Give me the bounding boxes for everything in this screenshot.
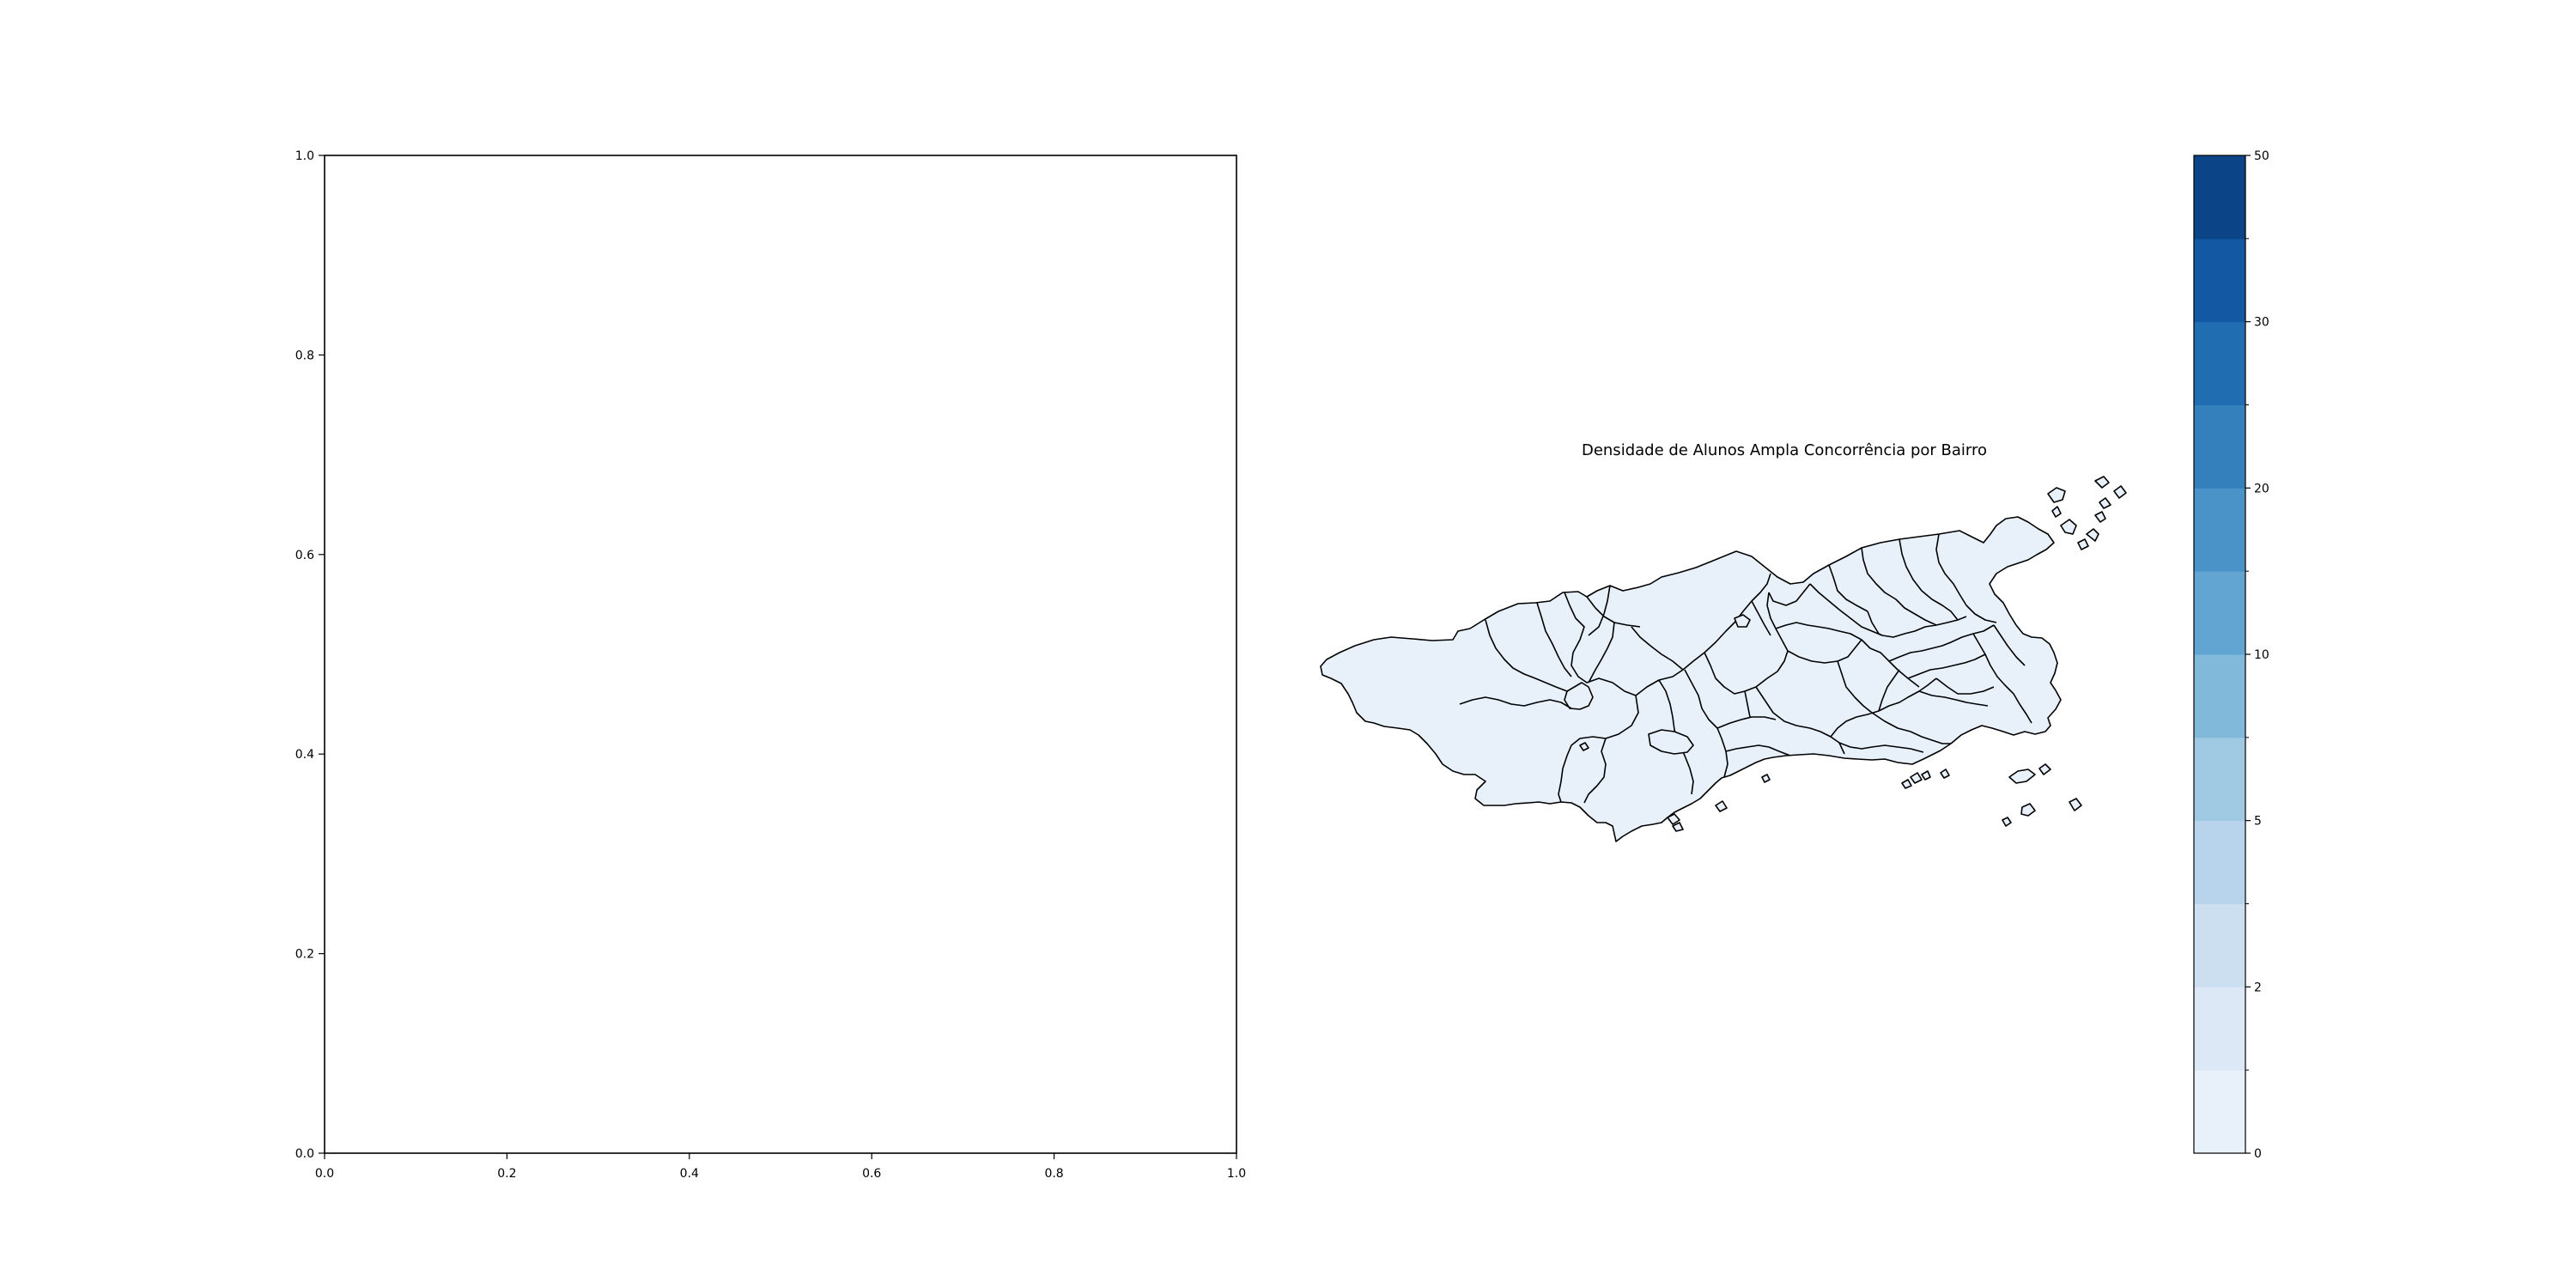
- colorbar-cell: [2194, 488, 2245, 572]
- colorbar: 0 2 5 10 20 30 50: [2193, 149, 2269, 1161]
- colorbar-cell: [2194, 654, 2245, 738]
- x-axis-ticks: 0.0 0.2 0.4 0.6 0.8 1.0: [315, 1153, 1246, 1181]
- lagoon-2: [1734, 614, 1751, 628]
- left-axes: 0.0 0.2 0.4 0.6 0.8 1.0 0.0 0.2 0.4 0.6 0.8 1.0: [295, 149, 1246, 1181]
- y-tick-label: 0.2: [295, 948, 314, 962]
- x-tick-label: 0.6: [862, 1167, 881, 1181]
- islands: [1579, 476, 2127, 832]
- rio-bairros-map: [1320, 476, 2127, 842]
- colorbar-tick-label: 2: [2254, 981, 2262, 994]
- x-tick-label: 0.8: [1044, 1167, 1063, 1181]
- colorbar-cell: [2194, 820, 2245, 904]
- left-axes-frame: [324, 155, 1237, 1154]
- colorbar-tick-label: 20: [2254, 482, 2269, 495]
- colorbar-cell: [2194, 1070, 2245, 1154]
- colorbar-tick-label: 10: [2254, 648, 2269, 662]
- x-tick-label: 0.2: [497, 1167, 516, 1181]
- colorbar-cell: [2194, 238, 2245, 323]
- y-axis-ticks: 0.0 0.2 0.4 0.6 0.8 1.0: [295, 149, 325, 1161]
- y-tick-label: 0.0: [295, 1147, 314, 1161]
- x-tick-label: 0.4: [680, 1167, 699, 1181]
- colorbar-cell: [2194, 737, 2245, 822]
- city-outline: [1320, 516, 2062, 842]
- x-tick-label: 1.0: [1227, 1167, 1246, 1181]
- map-panel: Densidade de Alunos Ampla Concorrência p…: [1320, 149, 2269, 1161]
- colorbar-cells: [2194, 155, 2245, 1154]
- colorbar-ticks: 0 2 5 10 20 30 50: [2245, 149, 2269, 1161]
- y-tick-label: 0.6: [295, 549, 314, 562]
- colorbar-cell: [2194, 903, 2245, 987]
- colorbar-cell: [2194, 987, 2245, 1071]
- colorbar-tick-label: 0: [2254, 1147, 2262, 1161]
- colorbar-cell: [2194, 404, 2245, 489]
- map-title: Densidade de Alunos Ampla Concorrência p…: [1582, 441, 1987, 459]
- y-tick-label: 1.0: [295, 149, 314, 163]
- colorbar-cell: [2194, 155, 2245, 240]
- neighbourhood-borders: [1459, 533, 2032, 804]
- colorbar-tick-label: 50: [2254, 149, 2269, 163]
- colorbar-cell: [2194, 571, 2245, 655]
- colorbar-tick-label: 30: [2254, 316, 2269, 330]
- colorbar-cell: [2194, 321, 2245, 405]
- lagoon-1: [1648, 729, 1694, 755]
- colorbar-tick-label: 5: [2254, 815, 2262, 829]
- y-tick-label: 0.4: [295, 748, 314, 762]
- y-tick-label: 0.8: [295, 349, 314, 362]
- x-tick-label: 0.0: [315, 1167, 334, 1181]
